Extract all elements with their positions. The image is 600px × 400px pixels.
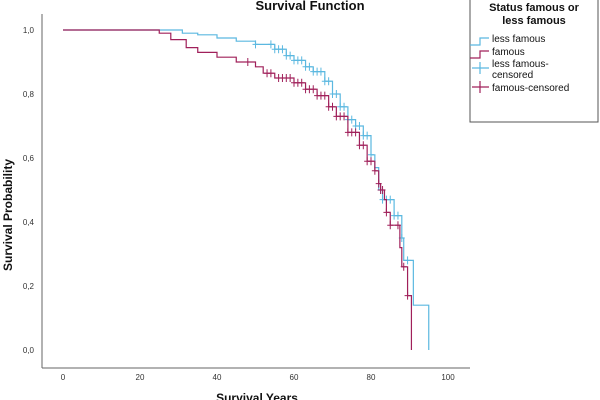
censored-mark xyxy=(394,211,401,220)
legend-box xyxy=(469,0,599,123)
censored-mark xyxy=(379,186,386,194)
censored-mark xyxy=(383,208,390,217)
censored-mark xyxy=(310,85,317,94)
legend-entry-less-famous-censored-1: less famous- xyxy=(492,59,549,70)
censored-mark xyxy=(356,122,363,130)
censored-mark xyxy=(287,74,294,82)
censored-mark xyxy=(267,40,274,49)
censored-mark xyxy=(368,157,374,166)
censored-mark xyxy=(341,102,348,111)
censored-mark xyxy=(244,58,251,66)
censored-mark xyxy=(404,291,411,300)
x-tick-label: 40 xyxy=(213,373,222,382)
x-axis-label: Survival Years xyxy=(216,391,298,400)
censored-mark xyxy=(360,141,367,150)
legend-title-line1: Status famous or xyxy=(489,2,580,14)
x-tick-label: 60 xyxy=(290,373,299,382)
censored-mark xyxy=(287,51,294,60)
chart-title: Survival Function xyxy=(255,0,364,13)
y-tick-label: 0,0 xyxy=(23,346,35,355)
censored-mark xyxy=(252,40,259,49)
censored-mark xyxy=(348,115,355,124)
legend-entry-famous-censored: famous-censored xyxy=(492,83,569,94)
censored-mark xyxy=(333,90,340,98)
censored-mark xyxy=(387,221,394,230)
censored-mark xyxy=(298,78,305,87)
censored-mark xyxy=(298,56,305,65)
y-tick-label: 1,0 xyxy=(23,26,35,35)
y-tick-label: 0,6 xyxy=(23,154,35,163)
censored-mark xyxy=(279,45,286,54)
censored-mark xyxy=(306,62,313,71)
censored-mark xyxy=(317,67,324,76)
censored-mark xyxy=(341,112,348,121)
x-tick-label: 0 xyxy=(61,373,66,382)
legend-swatch-less-famous-censored xyxy=(472,62,489,74)
legend-entry-less-famous-censored-2: censored xyxy=(492,70,533,81)
legend-swatch-less-famous xyxy=(470,37,489,46)
x-tick-label: 20 xyxy=(136,373,145,382)
censored-mark xyxy=(329,102,336,111)
censored-mark xyxy=(352,128,359,137)
censored-mark xyxy=(364,131,371,140)
y-axis-label: Survival Probability xyxy=(1,159,15,271)
censored-mark xyxy=(400,262,407,271)
x-tick-label: 80 xyxy=(367,373,376,382)
y-tick-label: 0,4 xyxy=(23,218,35,227)
censored-mark xyxy=(321,91,328,100)
censored-mark xyxy=(375,179,382,188)
censored-mark xyxy=(267,69,274,78)
censored-mark xyxy=(371,166,378,175)
censored-mark xyxy=(404,256,411,265)
x-tick-label: 100 xyxy=(441,373,455,382)
y-tick-label: 0,8 xyxy=(23,90,35,99)
survival-curve-less-famous xyxy=(63,29,430,350)
legend-swatch-famous-censored xyxy=(472,81,489,93)
censored-mark xyxy=(387,195,394,204)
legend: Status famous or less famous less famous… xyxy=(469,0,599,123)
survival-curve-famous xyxy=(63,29,413,350)
y-tick-label: 0,2 xyxy=(23,282,35,291)
censored-mark xyxy=(394,221,401,230)
legend-title-line2: less famous xyxy=(502,15,566,27)
legend-swatch-famous xyxy=(470,50,489,59)
censored-mark xyxy=(325,77,332,86)
legend-entry-famous: famous xyxy=(492,47,525,58)
legend-entry-less-famous: less famous xyxy=(492,34,545,45)
